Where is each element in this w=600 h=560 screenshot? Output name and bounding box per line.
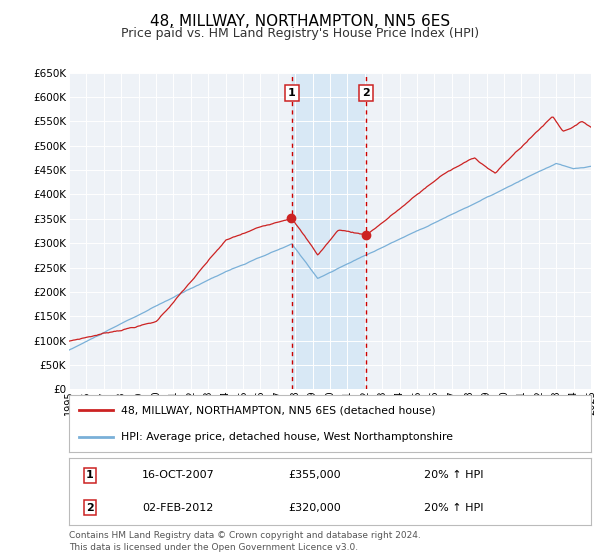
Text: 16-OCT-2007: 16-OCT-2007 [142,470,215,480]
Text: This data is licensed under the Open Government Licence v3.0.: This data is licensed under the Open Gov… [69,543,358,552]
Text: HPI: Average price, detached house, West Northamptonshire: HPI: Average price, detached house, West… [121,432,453,442]
Text: 20% ↑ HPI: 20% ↑ HPI [424,470,484,480]
Text: 2: 2 [362,88,370,99]
Text: 1: 1 [86,470,94,480]
Text: 02-FEB-2012: 02-FEB-2012 [142,503,214,512]
Text: 20% ↑ HPI: 20% ↑ HPI [424,503,484,512]
Text: Contains HM Land Registry data © Crown copyright and database right 2024.: Contains HM Land Registry data © Crown c… [69,531,421,540]
Text: 48, MILLWAY, NORTHAMPTON, NN5 6ES: 48, MILLWAY, NORTHAMPTON, NN5 6ES [150,14,450,29]
Text: 2: 2 [86,503,94,512]
Bar [292,73,366,389]
Text: Price paid vs. HM Land Registry's House Price Index (HPI): Price paid vs. HM Land Registry's House … [121,27,479,40]
Text: 48, MILLWAY, NORTHAMPTON, NN5 6ES (detached house): 48, MILLWAY, NORTHAMPTON, NN5 6ES (detac… [121,405,436,416]
Text: 1: 1 [287,88,295,99]
Text: £320,000: £320,000 [288,503,341,512]
Text: £355,000: £355,000 [288,470,341,480]
